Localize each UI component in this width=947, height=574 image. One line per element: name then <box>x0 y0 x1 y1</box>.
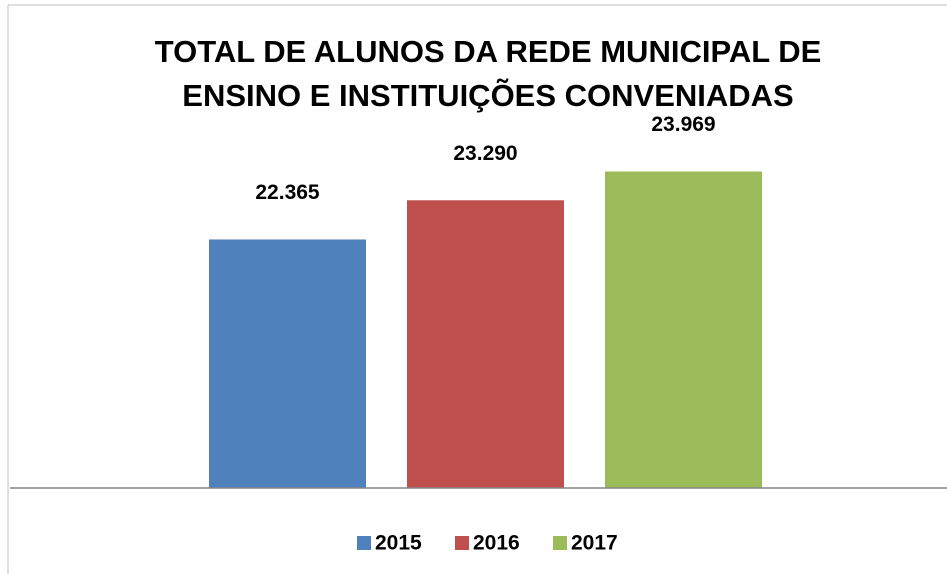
legend-swatch <box>357 536 371 550</box>
bar <box>209 239 366 488</box>
value-label: 22.365 <box>255 181 320 204</box>
value-label: 23.969 <box>651 113 715 136</box>
legend-swatch <box>455 536 469 550</box>
chart-title: TOTAL DE ALUNOS DA REDE MUNICIPAL DE <box>155 34 822 69</box>
bar <box>407 200 564 488</box>
legend-label: 2016 <box>473 532 520 555</box>
legend-label: 2015 <box>375 532 422 555</box>
bar <box>605 171 762 488</box>
legend-label: 2017 <box>571 532 618 555</box>
chart-title: ENSINO E INSTITUIÇÕES CONVENIADAS <box>182 77 793 113</box>
value-label: 23.290 <box>453 142 517 165</box>
legend-swatch <box>553 536 567 550</box>
